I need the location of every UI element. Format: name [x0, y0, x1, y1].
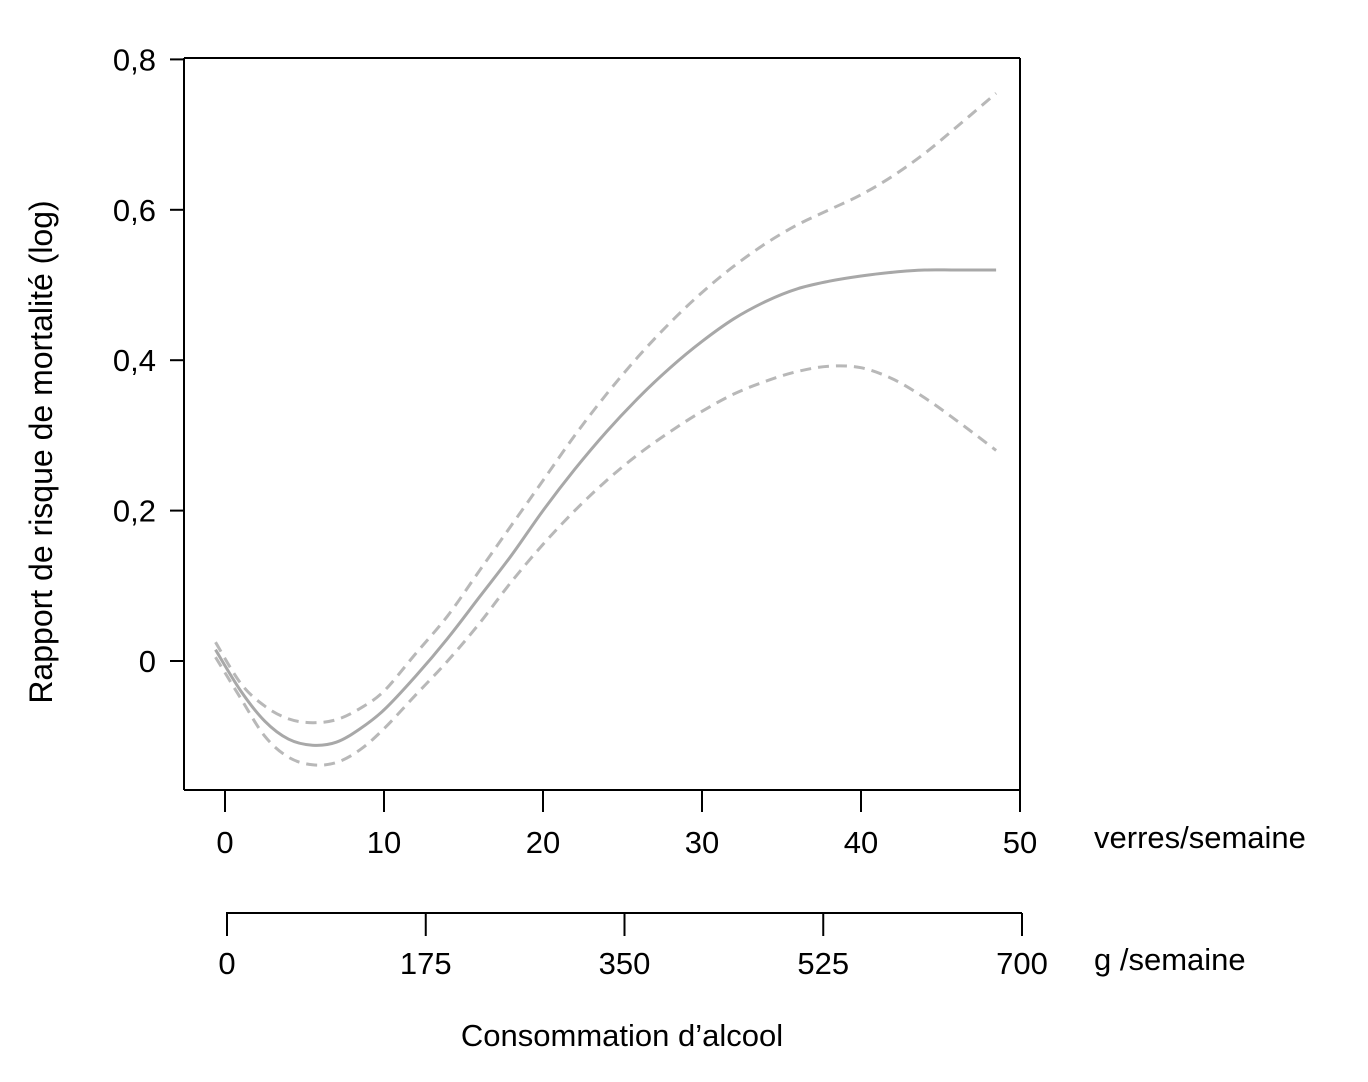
x2-tick-label: 0: [218, 946, 235, 981]
x-tick-label: 0: [216, 825, 233, 860]
y-tick-label: 0,8: [113, 42, 156, 77]
x-axis-secondary: 0 175 350 525 700: [218, 912, 1048, 981]
plot-area: [183, 57, 1021, 791]
x-axis-label: Consommation d’alcool: [461, 1018, 783, 1053]
y-axis-ticks: 0 0,2 0,4 0,6 0,8: [113, 42, 184, 679]
y-tick-label: 0,2: [113, 494, 156, 529]
curves: [214, 92, 998, 767]
upper-ci-line: [214, 92, 998, 725]
y-tick-label: 0: [139, 644, 156, 679]
x-tick-label: 10: [367, 825, 401, 860]
x-axis-secondary-unit: g /semaine: [1094, 942, 1246, 977]
y-tick-label: 0,6: [113, 193, 156, 228]
x2-tick-label: 175: [400, 946, 452, 981]
x2-tick-label: 350: [599, 946, 651, 981]
x-axis-primary-ticks: 0 10 20 30 40 50: [216, 790, 1037, 860]
x-tick-label: 30: [685, 825, 719, 860]
x-tick-label: 20: [526, 825, 560, 860]
estimate-line: [214, 268, 997, 747]
x2-tick-label: 525: [797, 946, 849, 981]
x2-tick-label: 700: [996, 946, 1048, 981]
x-tick-label: 40: [844, 825, 878, 860]
x-tick-label: 50: [1003, 825, 1037, 860]
lower-ci-line: [214, 364, 998, 767]
x-axis-primary-unit: verres/semaine: [1094, 820, 1306, 855]
y-axis-label: Rapport de risque de mortalité (log): [23, 200, 59, 703]
y-tick-label: 0,4: [113, 343, 156, 378]
